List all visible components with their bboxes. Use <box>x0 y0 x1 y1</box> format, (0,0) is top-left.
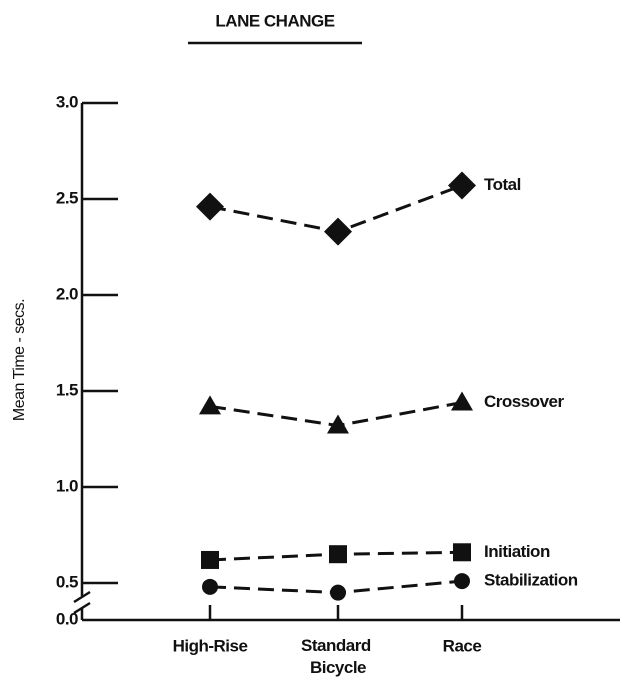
marker <box>453 543 471 562</box>
marker <box>327 414 349 434</box>
y-tick-label: 0.5 <box>56 572 78 591</box>
break-mark <box>73 590 91 604</box>
break-mark <box>73 601 91 615</box>
series-label: Initiation <box>484 542 550 561</box>
y-tick-label: 1.5 <box>56 380 78 399</box>
marker <box>454 573 470 590</box>
marker <box>451 391 473 411</box>
y-tick-label: 1.0 <box>56 476 78 495</box>
x-tick-label: High-Rise <box>173 636 248 655</box>
marker <box>324 217 352 246</box>
marker <box>201 550 219 569</box>
marker <box>202 578 218 595</box>
series-label: Stabilization <box>484 571 578 590</box>
series-label: Total <box>484 175 521 194</box>
y-axis-label: Mean Time - secs. <box>11 299 28 421</box>
marker <box>329 545 347 564</box>
x-tick-label: Standard Bicycle <box>301 636 375 677</box>
y-tick-label: 3.0 <box>56 92 78 111</box>
marker <box>448 171 476 200</box>
y-tick-label: 2.0 <box>56 284 78 303</box>
y-tick-label: 2.5 <box>56 188 78 207</box>
series-label: Crossover <box>484 392 564 411</box>
x-tick-label: Race <box>443 636 482 655</box>
y-tick-label: 0.0 <box>56 609 78 628</box>
marker <box>330 584 346 601</box>
marker <box>199 395 221 415</box>
marker <box>196 192 224 221</box>
chart-title: LANE CHANGE <box>215 11 334 30</box>
